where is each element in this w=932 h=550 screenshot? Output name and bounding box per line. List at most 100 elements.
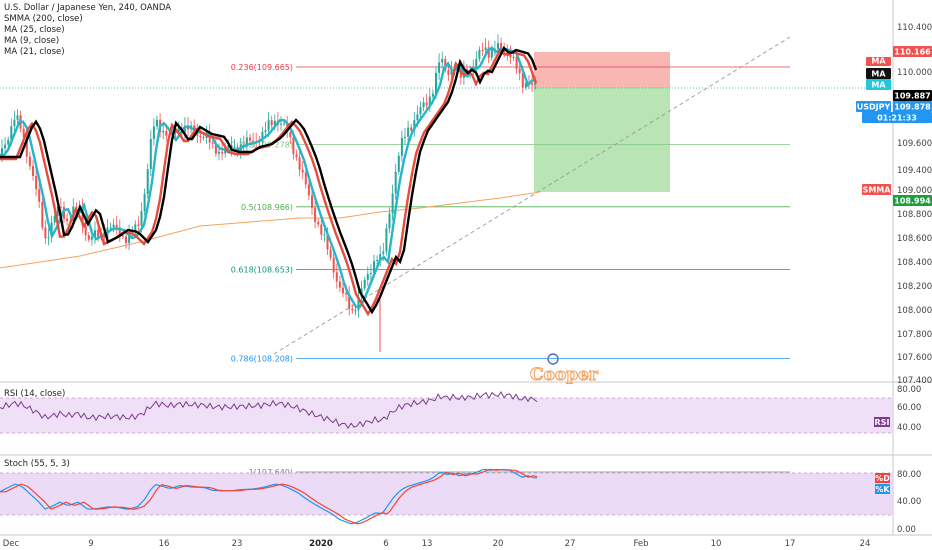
rsi-legend[interactable]: RSI (14, close) <box>4 389 65 400</box>
stoch-tick-label: 80.00 <box>897 470 921 480</box>
candle-body <box>382 251 385 255</box>
price-badge[interactable]: 108.994 <box>893 195 932 206</box>
candle-body <box>500 43 503 49</box>
candle-body <box>146 169 149 195</box>
candle-body <box>515 56 518 69</box>
candle-body <box>202 137 205 139</box>
candle-body <box>366 273 369 280</box>
candle-body <box>487 47 490 58</box>
candle-body <box>481 49 484 51</box>
candle-body <box>475 58 478 69</box>
stoch-badge-text: %D <box>875 474 890 483</box>
candle-body <box>391 193 394 214</box>
price-badge-bg <box>893 90 932 101</box>
candle-body <box>400 137 403 156</box>
candle-body <box>221 151 224 154</box>
fib-level-label: 0.786(108.208) <box>231 354 293 363</box>
candle-body <box>373 261 375 274</box>
price-badge-bg <box>862 112 932 123</box>
candle-body <box>369 273 372 275</box>
time-tick-label: 16 <box>159 539 170 549</box>
price-tick-label: 108.600 <box>897 234 932 244</box>
candle-body <box>134 224 137 233</box>
candle-body <box>13 119 16 127</box>
indicator-ma9[interactable]: MA (9, close) <box>4 36 60 46</box>
price-badge-text: SMMA <box>863 186 892 195</box>
time-tick-label: 6 <box>383 539 388 549</box>
candle-body <box>208 133 211 143</box>
price-badge[interactable]: MA <box>866 57 891 67</box>
price-tick-label: 108.000 <box>897 306 932 316</box>
price-badge-text: MA <box>871 70 886 79</box>
candle-body <box>345 293 348 295</box>
price-badge[interactable]: SMMA <box>862 184 891 195</box>
rsi-badge-text: RSI <box>875 418 890 427</box>
stoch-badge[interactable]: %D <box>875 473 890 483</box>
time-tick-label: 13 <box>422 539 433 549</box>
price-badge[interactable]: MA <box>866 79 891 90</box>
take-profit-zone[interactable] <box>534 88 670 192</box>
candle-body <box>407 127 410 137</box>
price-tick-label: 109.000 <box>897 186 932 196</box>
price-badge[interactable]: 01:21:33 <box>862 112 932 123</box>
candle-body <box>351 308 354 311</box>
stoch-k-line[interactable] <box>0 468 537 525</box>
candle-body <box>441 59 444 63</box>
candle-body <box>301 169 304 173</box>
candle-body <box>137 224 140 226</box>
stop-loss-zone[interactable] <box>534 52 670 88</box>
rsi-tick-label: 60.00 <box>897 403 921 413</box>
indicator-ma21[interactable]: MA (21, close) <box>4 47 65 57</box>
price-badge-bg <box>866 57 891 66</box>
stoch-legend[interactable]: Stoch (55, 5, 3) <box>4 459 70 470</box>
ma-25-line[interactable] <box>0 45 538 315</box>
price-badge[interactable]: 110.166 <box>893 46 932 57</box>
candle-body <box>497 43 499 49</box>
price-badge[interactable]: 109.887 <box>893 90 932 101</box>
stoch-d-line[interactable] <box>0 468 538 525</box>
rsi-line[interactable] <box>0 391 538 430</box>
rsi-title: RSI (14, close) <box>4 389 66 399</box>
candle-body <box>25 137 28 157</box>
rsi-badge[interactable]: RSI <box>874 417 890 427</box>
price-badge-text: 110.166 <box>894 48 931 57</box>
stoch-badge-bg <box>875 473 890 483</box>
candle-body <box>44 227 47 239</box>
candle-body <box>298 157 301 170</box>
candle-body <box>233 147 236 150</box>
candle-body <box>338 281 341 288</box>
price-tick-label: 108.800 <box>897 210 932 220</box>
candle-body <box>289 132 292 138</box>
symbol-title: U.S. Dollar / Japanese Yen, 240, OANDA <box>4 3 172 13</box>
candle-body <box>506 52 509 54</box>
price-badge[interactable]: USDJPY <box>856 101 891 112</box>
candle-body <box>41 201 44 228</box>
time-tick-label: 9 <box>88 539 93 549</box>
candle-body <box>140 211 143 226</box>
chart-legend: U.S. Dollar / Japanese Yen, 240, OANDA S… <box>4 3 171 58</box>
candle-body <box>22 128 25 138</box>
candle-body <box>326 234 329 250</box>
rsi-badge-bg <box>874 417 890 427</box>
candle-body <box>447 70 450 75</box>
candle-body <box>177 127 180 134</box>
price-badge[interactable]: MA <box>866 68 891 79</box>
stoch-badge-bg <box>875 484 890 494</box>
candle-body <box>38 189 41 202</box>
candle-body <box>509 53 512 58</box>
candle-body <box>125 236 127 244</box>
candle-body <box>53 215 56 223</box>
candle-body <box>531 82 534 85</box>
candle-body <box>311 195 313 208</box>
stoch-badge[interactable]: %K <box>875 484 890 494</box>
price-tick-label: 108.200 <box>897 282 932 292</box>
candle-body <box>280 123 282 125</box>
candle-body <box>109 227 112 229</box>
smma-200-line[interactable] <box>0 191 541 269</box>
indicator-ma25[interactable]: MA (25, close) <box>4 25 65 35</box>
price-badge[interactable]: 109.878 <box>893 101 932 112</box>
candle-body <box>1 148 3 155</box>
indicator-smma[interactable]: SMMA (200, close) <box>4 14 83 24</box>
